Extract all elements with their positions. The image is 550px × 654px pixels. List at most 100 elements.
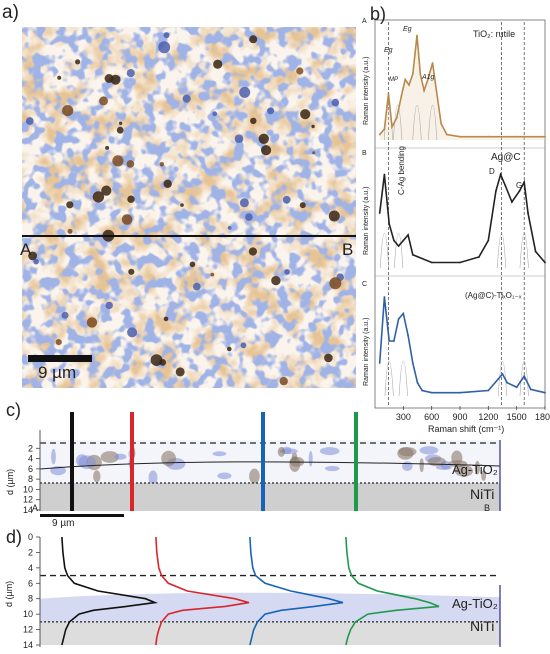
map-particle	[279, 376, 288, 386]
map-particle	[25, 117, 34, 125]
spectrum-point	[478, 256, 480, 258]
x-tick-label: 600	[424, 412, 439, 422]
map-particle	[101, 185, 112, 196]
spectrum-point	[518, 190, 521, 192]
map-particles	[25, 32, 345, 386]
spectrum-point	[511, 201, 513, 203]
map-particle	[312, 151, 316, 155]
panel-d: 0 2 4 6 8 10 12 14 d) d (µm) Ag-TiO₂ NiTi	[0, 527, 550, 650]
map-particle	[110, 74, 121, 85]
y-tick-label: 6	[28, 578, 33, 588]
fit-peak	[384, 360, 394, 397]
layer-particle	[212, 451, 227, 457]
map-particle	[75, 59, 81, 65]
layer-particle	[277, 446, 286, 457]
spectrum-point	[416, 34, 418, 37]
fit-peak	[497, 232, 507, 269]
map-particle	[267, 107, 275, 115]
spectrum-point	[544, 391, 546, 394]
spectrum-point	[445, 133, 448, 136]
spectrum-point	[527, 212, 529, 214]
spectrum-point	[459, 261, 461, 264]
map-particle	[66, 201, 74, 209]
map-particle	[127, 327, 138, 338]
panel-a-label: a)	[2, 2, 19, 23]
spectrum-point	[459, 135, 461, 138]
map-particle	[282, 195, 291, 204]
spectrum-point	[402, 312, 405, 315]
depth-profile-3	[249, 536, 344, 646]
peak-mp: MP	[389, 77, 398, 83]
spectrum-point	[408, 84, 410, 86]
spectrum-point	[504, 184, 507, 187]
spectrum-point	[393, 239, 395, 242]
spectrum-point	[495, 190, 497, 192]
fit-peak	[497, 360, 508, 397]
panel-d-label: d)	[6, 527, 23, 547]
panel-d-y-axis-label: d (µm)	[4, 580, 14, 607]
layer-particle	[51, 448, 56, 465]
panel-a-map	[22, 27, 356, 388]
map-particle	[105, 301, 113, 310]
map-particle	[105, 145, 110, 150]
y-tick-label: 14	[23, 505, 33, 515]
map-particle	[126, 69, 135, 78]
spectrum-point	[421, 389, 424, 392]
spectrum-point	[378, 212, 381, 214]
spectrum-point	[427, 78, 429, 81]
map-particle	[324, 353, 333, 363]
panel-c-label: c)	[6, 400, 21, 420]
map-particle	[227, 226, 232, 230]
panel-a: a) A B 9 µm	[0, 0, 360, 392]
spectrum-point	[430, 261, 433, 264]
panel-b-chart: 300 600 900 1200 1500 1800	[374, 19, 550, 422]
y-tick-label: 10	[23, 484, 33, 494]
map-particle	[86, 317, 98, 328]
spectrum-point	[423, 89, 425, 92]
map-particle	[210, 272, 215, 277]
spectrum-point	[430, 391, 433, 394]
layer-particle	[397, 447, 414, 460]
peak-a1g: A1g	[422, 74, 435, 81]
x-tick-label: 1200	[478, 412, 498, 422]
map-particle	[271, 275, 281, 286]
map-particle	[182, 94, 191, 103]
y-tick-label: 12	[23, 625, 33, 635]
title-rutile: TiO₂: rutile	[473, 29, 516, 39]
y-axis-label-b2: Raman intensity (a.u.)	[363, 186, 370, 255]
map-particle	[116, 126, 124, 134]
spectrum-point	[407, 334, 409, 337]
panel-c-substrate-label: NiTi	[470, 486, 495, 502]
map-particle	[33, 258, 39, 265]
spectrum-point	[404, 78, 407, 81]
map-particle	[296, 67, 304, 75]
spectrum-point	[383, 173, 386, 176]
peak-g: G	[516, 181, 523, 190]
spectrum-point	[544, 135, 546, 138]
layer-boundary-curve	[39, 461, 501, 470]
map-particle	[331, 98, 340, 107]
peak-d: D	[489, 167, 495, 176]
spectrum-point	[395, 117, 398, 119]
map-particle	[240, 342, 247, 349]
spectrum-point	[416, 381, 419, 384]
map-particle	[159, 162, 165, 167]
map-particle	[249, 35, 258, 44]
map-particle	[163, 179, 172, 188]
fit-peak	[394, 232, 404, 269]
map-particle	[99, 96, 108, 106]
substrate-region	[40, 621, 500, 645]
map-particle	[175, 367, 185, 377]
map-particle	[227, 346, 232, 352]
layer-particle	[319, 447, 340, 456]
spectrum-point	[419, 73, 422, 75]
map-particle	[127, 195, 135, 203]
spectrum-point	[402, 239, 405, 242]
spectrum-point	[487, 389, 490, 392]
spectrum-point	[388, 223, 391, 225]
y-tick-label: 2	[28, 547, 33, 557]
x-tick-label: 1800	[535, 412, 550, 422]
peak-eg-first: Eg	[384, 47, 393, 54]
fit-peak	[398, 360, 408, 397]
spectrum-point	[435, 89, 438, 92]
